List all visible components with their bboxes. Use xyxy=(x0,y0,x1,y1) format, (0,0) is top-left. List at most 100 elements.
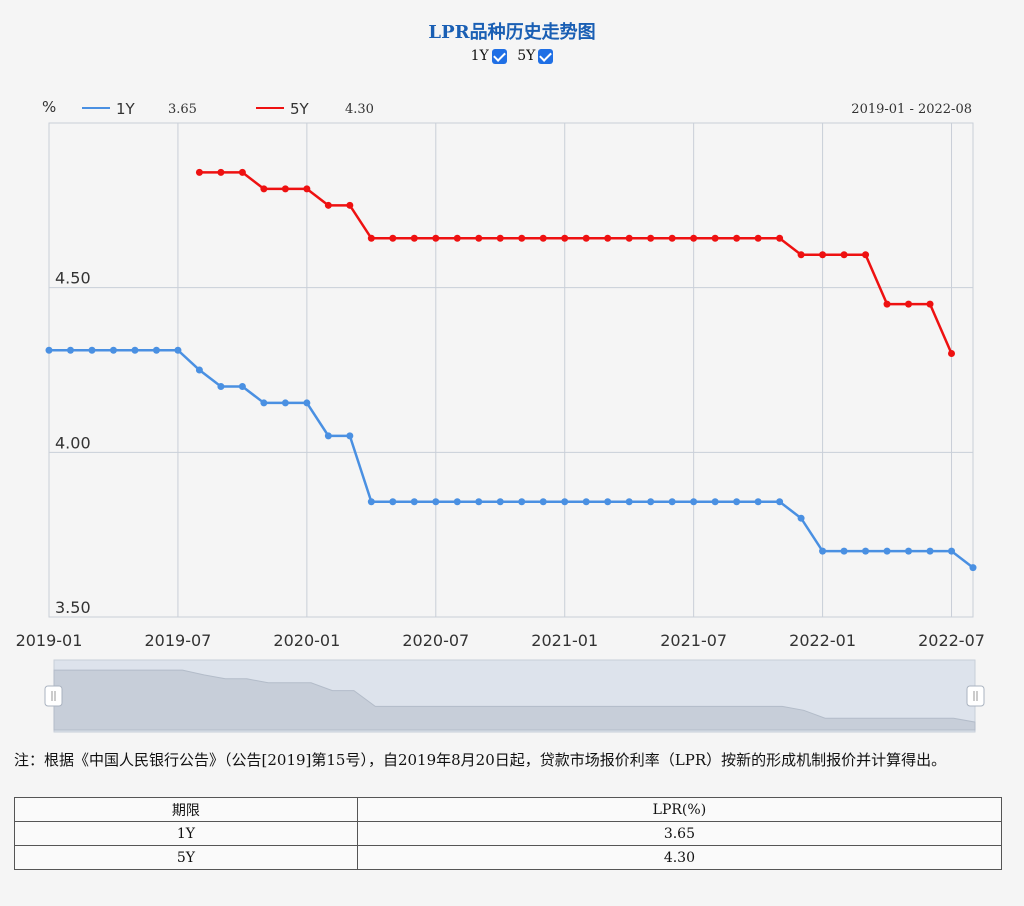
data-point-1y[interactable] xyxy=(496,498,504,506)
data-point-5y[interactable] xyxy=(926,300,934,308)
data-point-1y[interactable] xyxy=(969,564,977,572)
data-point-1y[interactable] xyxy=(281,399,289,407)
data-point-1y[interactable] xyxy=(217,382,225,390)
data-point-1y[interactable] xyxy=(647,498,655,506)
legend-5y-name[interactable]: 5Y xyxy=(290,100,310,118)
data-point-1y[interactable] xyxy=(367,498,375,506)
data-point-5y[interactable] xyxy=(281,185,289,193)
data-point-1y[interactable] xyxy=(561,498,569,506)
data-point-1y[interactable] xyxy=(883,547,891,555)
data-point-5y[interactable] xyxy=(754,234,762,242)
data-point-5y[interactable] xyxy=(905,300,913,308)
data-point-1y[interactable] xyxy=(238,382,246,390)
data-point-5y[interactable] xyxy=(410,234,418,242)
data-point-5y[interactable] xyxy=(862,251,870,259)
data-point-1y[interactable] xyxy=(303,399,311,407)
data-point-5y[interactable] xyxy=(840,251,848,259)
data-point-5y[interactable] xyxy=(238,168,246,176)
legend-5y-value: 4.30 xyxy=(345,102,374,117)
chart-title: LPR品种历史走势图 xyxy=(428,22,596,43)
series-toggles: 1Y 5Y xyxy=(0,48,1024,64)
data-point-1y[interactable] xyxy=(668,498,676,506)
data-point-1y[interactable] xyxy=(539,498,547,506)
data-point-1y[interactable] xyxy=(926,547,934,555)
table-header-term: 期限 xyxy=(14,797,358,822)
table-header-row: 期限 LPR(%) xyxy=(14,797,1003,822)
data-point-1y[interactable] xyxy=(389,498,397,506)
data-point-1y[interactable] xyxy=(582,498,590,506)
data-point-1y[interactable] xyxy=(45,346,53,354)
x-tick-label: 2019-01 xyxy=(16,631,83,650)
data-point-1y[interactable] xyxy=(152,346,160,354)
data-point-1y[interactable] xyxy=(475,498,483,506)
data-point-5y[interactable] xyxy=(625,234,633,242)
data-point-1y[interactable] xyxy=(625,498,633,506)
data-point-1y[interactable] xyxy=(604,498,612,506)
data-point-5y[interactable] xyxy=(733,234,741,242)
data-point-5y[interactable] xyxy=(217,168,225,176)
data-point-5y[interactable] xyxy=(604,234,612,242)
data-point-1y[interactable] xyxy=(948,547,956,555)
data-point-1y[interactable] xyxy=(905,547,913,555)
toggle-1y[interactable]: 1Y xyxy=(471,48,507,64)
y-axis-ticks: 3.50 4.00 4.50 xyxy=(55,269,91,617)
data-point-5y[interactable] xyxy=(797,251,805,259)
data-point-5y[interactable] xyxy=(690,234,698,242)
data-point-1y[interactable] xyxy=(432,498,440,506)
data-point-1y[interactable] xyxy=(195,366,203,374)
data-point-5y[interactable] xyxy=(453,234,461,242)
data-point-1y[interactable] xyxy=(410,498,418,506)
date-range: 2019-01 - 2022-08 xyxy=(851,102,972,117)
data-point-1y[interactable] xyxy=(260,399,268,407)
data-point-5y[interactable] xyxy=(819,251,827,259)
data-point-1y[interactable] xyxy=(776,498,784,506)
data-point-1y[interactable] xyxy=(109,346,117,354)
data-point-1y[interactable] xyxy=(174,346,182,354)
data-point-5y[interactable] xyxy=(582,234,590,242)
checkbox-5y[interactable] xyxy=(538,48,554,64)
data-point-5y[interactable] xyxy=(518,234,526,242)
data-point-5y[interactable] xyxy=(776,234,784,242)
data-point-1y[interactable] xyxy=(66,346,74,354)
data-point-5y[interactable] xyxy=(668,234,676,242)
data-point-5y[interactable] xyxy=(711,234,719,242)
data-point-1y[interactable] xyxy=(797,514,805,522)
x-tick-label: 2020-07 xyxy=(402,631,469,650)
data-point-5y[interactable] xyxy=(647,234,655,242)
data-point-5y[interactable] xyxy=(496,234,504,242)
data-point-1y[interactable] xyxy=(733,498,741,506)
x-tick-label: 2022-07 xyxy=(918,631,985,650)
data-point-5y[interactable] xyxy=(432,234,440,242)
data-point-1y[interactable] xyxy=(346,432,354,440)
data-point-5y[interactable] xyxy=(346,201,354,209)
data-point-1y[interactable] xyxy=(131,346,139,354)
data-point-5y[interactable] xyxy=(324,201,332,209)
data-point-5y[interactable] xyxy=(539,234,547,242)
data-point-5y[interactable] xyxy=(475,234,483,242)
data-point-1y[interactable] xyxy=(840,547,848,555)
toggle-5y-label: 5Y xyxy=(517,48,536,64)
data-point-5y[interactable] xyxy=(303,185,311,193)
data-point-5y[interactable] xyxy=(883,300,891,308)
data-point-1y[interactable] xyxy=(819,547,827,555)
data-point-1y[interactable] xyxy=(754,498,762,506)
data-point-1y[interactable] xyxy=(862,547,870,555)
data-point-5y[interactable] xyxy=(561,234,569,242)
data-point-1y[interactable] xyxy=(88,346,96,354)
data-point-5y[interactable] xyxy=(260,185,268,193)
data-point-5y[interactable] xyxy=(367,234,375,242)
data-point-5y[interactable] xyxy=(195,168,203,176)
data-point-1y[interactable] xyxy=(453,498,461,506)
data-point-1y[interactable] xyxy=(324,432,332,440)
data-point-5y[interactable] xyxy=(389,234,397,242)
data-point-1y[interactable] xyxy=(690,498,698,506)
zoom-handle-right[interactable] xyxy=(966,685,985,707)
data-point-1y[interactable] xyxy=(518,498,526,506)
table-cell-term: 5Y xyxy=(14,845,358,870)
zoom-handle-left[interactable] xyxy=(44,685,63,707)
toggle-5y[interactable]: 5Y xyxy=(517,48,554,64)
checkbox-1y[interactable] xyxy=(491,48,507,64)
data-point-5y[interactable] xyxy=(948,350,956,358)
data-point-1y[interactable] xyxy=(711,498,719,506)
legend-1y-name[interactable]: 1Y xyxy=(116,100,136,118)
